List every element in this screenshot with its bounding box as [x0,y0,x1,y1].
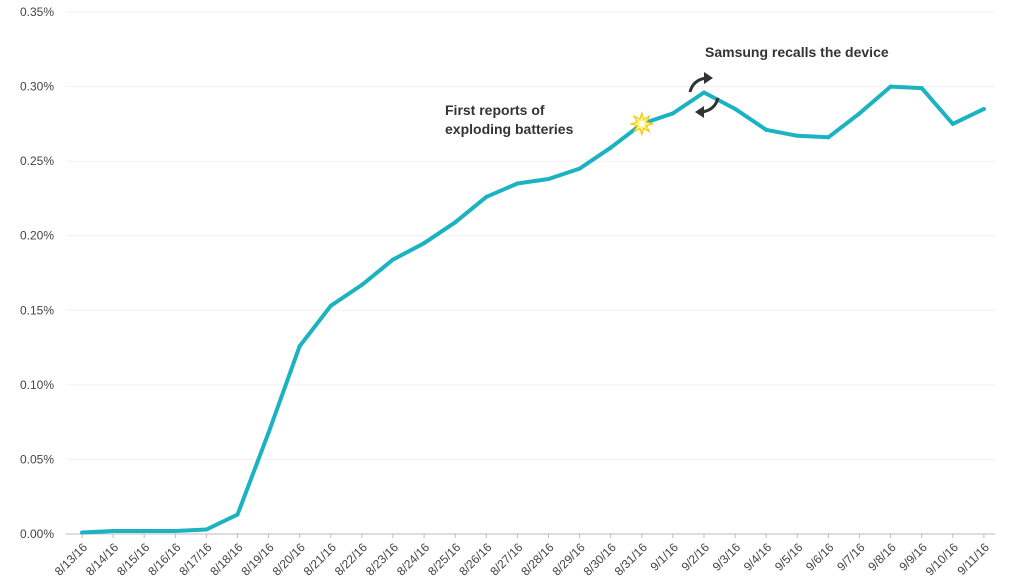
explosion-icon [629,111,655,137]
data-point [359,282,364,287]
data-point [608,145,613,150]
x-tick-label: 9/6/16 [803,540,837,574]
y-tick-label: 0.00% [20,527,54,541]
data-point [173,529,178,534]
y-tick-label: 0.15% [20,303,54,317]
x-tick-label: 9/7/16 [834,540,868,574]
recall-arrows-icon [688,72,720,118]
data-point [919,86,924,91]
data-point [328,303,333,308]
data-point [80,530,84,535]
data-point [950,121,955,126]
series-line [81,84,985,535]
x-tick-label: 9/5/16 [772,540,806,574]
data-point [266,430,271,435]
data-point [795,133,800,138]
data-point [888,84,893,89]
x-tick-label: 9/8/16 [865,540,899,574]
data-point [981,106,986,111]
data-point [670,111,675,116]
data-point [204,527,209,532]
data-point [826,135,831,140]
y-tick-label: 0.20% [20,229,54,243]
y-tick-label: 0.35% [20,5,54,19]
x-tick-label: 9/10/16 [923,540,961,576]
data-point [546,177,551,182]
x-tick-label: 8/31/16 [612,540,650,576]
data-point [857,111,862,116]
data-point [702,90,706,95]
data-point [764,127,769,132]
x-tick-label: 9/3/16 [710,540,744,574]
data-point [111,529,116,534]
y-tick-label: 0.25% [20,154,54,168]
data-point [577,166,582,171]
data-point [733,106,738,111]
data-point [453,220,458,225]
x-tick-label: 9/11/16 [954,540,992,576]
y-tick-label: 0.05% [20,452,54,466]
y-tick-label: 0.10% [20,378,54,392]
annotation-first-reports-line1: First reports of [445,102,545,118]
data-point [142,529,147,534]
data-point [391,257,395,262]
data-point [235,512,240,517]
data-point [297,344,302,349]
annotation-samsung-recall: Samsung recalls the device [705,44,889,60]
x-tick-label: 9/2/16 [679,540,713,574]
y-tick-label: 0.30% [20,80,54,94]
data-point [422,241,427,246]
data-point [484,194,489,199]
x-tick-label: 9/1/16 [648,540,682,574]
x-tick-label: 9/4/16 [741,540,775,574]
annotation-first-reports-line2: exploding batteries [445,121,574,137]
data-point [515,181,520,186]
